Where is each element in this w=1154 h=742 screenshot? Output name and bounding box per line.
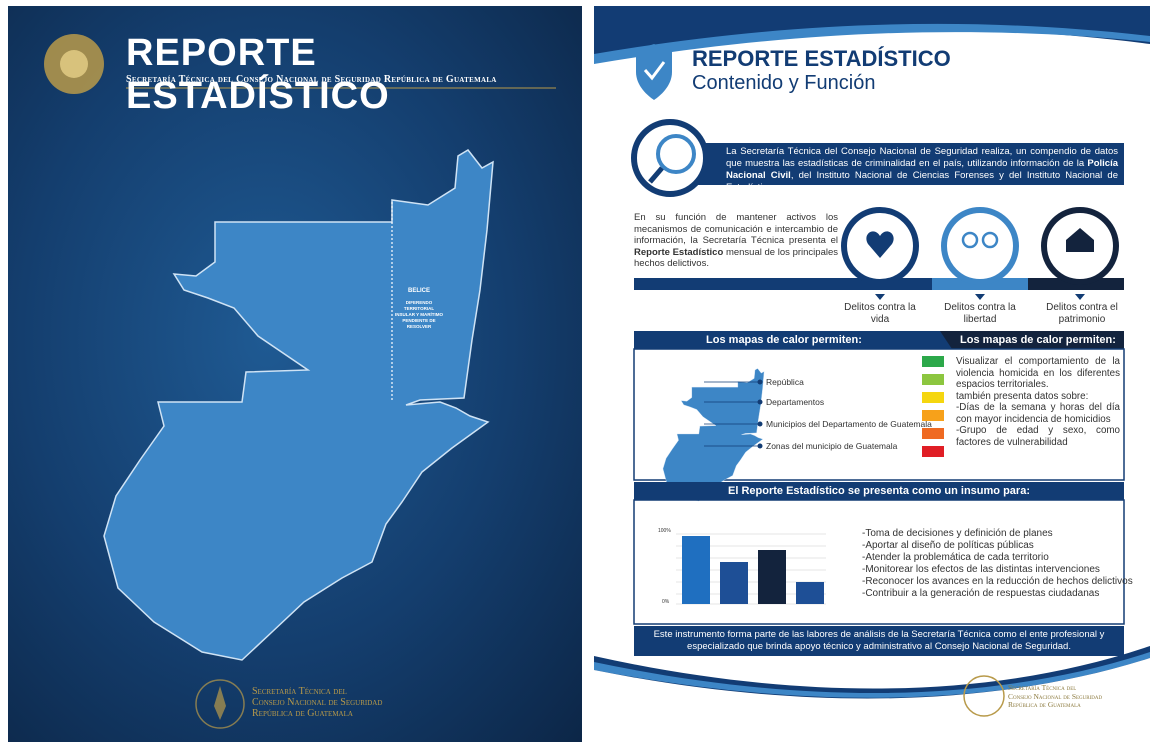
info-subtitle: Contenido y Función xyxy=(692,72,876,94)
intro-text: La Secretaría Técnica del Consejo Nacion… xyxy=(726,146,1118,194)
info-title: REPORTE ESTADÍSTICO xyxy=(692,46,951,71)
emblem-center xyxy=(60,50,88,78)
house xyxy=(1066,228,1094,252)
top-swoosh-accent xyxy=(594,23,1150,64)
heat-swatch xyxy=(922,428,944,439)
liberty-icon xyxy=(941,207,1019,285)
category-label: Delitos contra la libertad xyxy=(944,302,1016,325)
bottom-swoosh-accent xyxy=(594,652,1150,698)
cover-page: REPORTE ESTADÍSTICO Secretaría Técnica d… xyxy=(8,6,582,742)
cover-footer: Secretaría Técnica del Consejo Nacional … xyxy=(252,686,382,719)
chart-bar xyxy=(720,562,748,604)
heat-swatch xyxy=(922,356,944,367)
list-item: -Reconocer los avances en la reducción d… xyxy=(862,576,1133,587)
text: -Grupo de edad y sexo, como factores de … xyxy=(956,425,1120,448)
cover-subtitle: Secretaría Técnica del Consejo Nacional … xyxy=(126,74,497,85)
footer-line: República de Guatemala xyxy=(1008,700,1081,709)
footer-line: Consejo Nacional de Seguridad xyxy=(1008,691,1103,701)
category-band xyxy=(634,278,932,290)
intro-band xyxy=(680,143,1124,185)
list-item: -Atender la problemática de cada territo… xyxy=(862,552,1049,563)
list-item: -Aportar al diseño de políticas públicas xyxy=(862,540,1034,551)
text: también presenta datos sobre: xyxy=(956,390,1089,402)
lens xyxy=(656,134,696,174)
chart-bar xyxy=(758,550,786,604)
text: , del Instituto Nacional de Ciencias For… xyxy=(726,170,1118,193)
chart-label: 100% xyxy=(658,528,671,534)
person xyxy=(981,231,999,249)
heart xyxy=(866,231,894,258)
heat-swatch xyxy=(922,410,944,421)
shield-icon xyxy=(636,44,672,100)
closing-text: Este instrumento forma parte de las labo… xyxy=(653,629,1105,652)
uses-list: -Toma de decisiones y definición de plan… xyxy=(862,528,1133,600)
uses-header-band xyxy=(634,482,1124,500)
map-level: República xyxy=(766,377,804,387)
list-item: -Contribuir a la generación de respuesta… xyxy=(862,588,1100,599)
list-item: -Monitorear los efectos de las distintas… xyxy=(862,564,1100,575)
guatemala-map xyxy=(103,149,494,661)
heat-swatch xyxy=(922,446,944,457)
chart-label: 0% xyxy=(662,599,670,605)
person xyxy=(961,231,979,249)
text: Visualizar el comportamiento de la viole… xyxy=(956,356,1120,390)
chart-bar xyxy=(682,536,710,604)
category-label: Delitos contra la vida xyxy=(844,302,916,325)
text-bold: Policía Nacional Civil xyxy=(726,158,1118,181)
footer-line: Consejo Nacional de Seguridad xyxy=(252,697,383,708)
shield-check xyxy=(643,61,666,81)
list-item: -Toma de decisiones y definición de plan… xyxy=(862,528,1053,539)
function-text: En su función de mantener activos los me… xyxy=(634,212,838,270)
heat-header-band xyxy=(634,331,952,349)
category-label: Delitos contra el patrimonio xyxy=(1046,302,1118,325)
text-bold: Reporte Estadístico xyxy=(634,246,724,258)
heat-header: Los mapas de calor permiten: xyxy=(706,334,862,346)
pointers xyxy=(875,294,1085,300)
footer-emblem-mark xyxy=(214,686,226,720)
top-swoosh xyxy=(594,6,1150,62)
lens-handle xyxy=(648,166,664,184)
info-art xyxy=(594,6,1150,742)
closing-band xyxy=(634,626,1124,656)
text: mensual de los principales hechos delict… xyxy=(634,246,839,270)
footer-line: República de Guatemala xyxy=(252,708,353,719)
chart-bar xyxy=(796,582,824,604)
heat-text: Visualizar el comportamiento de la viole… xyxy=(956,356,1120,448)
cover-title: REPORTE ESTADÍSTICO xyxy=(126,32,390,117)
uses-header: El Reporte Estadístico se presenta como … xyxy=(728,485,1030,497)
text: En su función de mantener activos los me… xyxy=(634,212,838,246)
map-label: BELICE xyxy=(407,288,430,294)
info-footer: Secretaría Técnica del Consejo Nacional … xyxy=(1008,683,1103,710)
footer-emblem xyxy=(195,679,245,729)
heat-frame xyxy=(633,348,1125,481)
bottom-white xyxy=(594,658,1150,742)
map-note: DIFERENDO TERRITORIAL INSULAR Y MARÍTIMO… xyxy=(394,300,444,329)
map-level: Municipios del Departamento de Guatemala xyxy=(766,419,932,429)
info-page: REPORTE ESTADÍSTICO Contenido y Función … xyxy=(594,6,1150,742)
text: -Días de la semana y horas del día con m… xyxy=(956,402,1120,425)
map-level: Zonas del municipio de Guatemala xyxy=(766,441,898,451)
uses-frame xyxy=(633,499,1125,625)
footer-line: Secretaría Técnica del xyxy=(1008,683,1077,692)
heat-swatch xyxy=(922,392,944,403)
footer-emblem xyxy=(963,675,1005,717)
footer-line: Secretaría Técnica del xyxy=(252,686,347,697)
heat-header: Los mapas de calor permiten: xyxy=(960,334,1116,346)
cover-art xyxy=(44,34,556,729)
heat-swatch xyxy=(922,374,944,385)
text: La Secretaría Técnica del Consejo Nacion… xyxy=(726,146,1118,169)
heat-header-band xyxy=(940,331,1124,349)
level-lines xyxy=(704,381,760,447)
map-level: Departamentos xyxy=(766,397,825,407)
